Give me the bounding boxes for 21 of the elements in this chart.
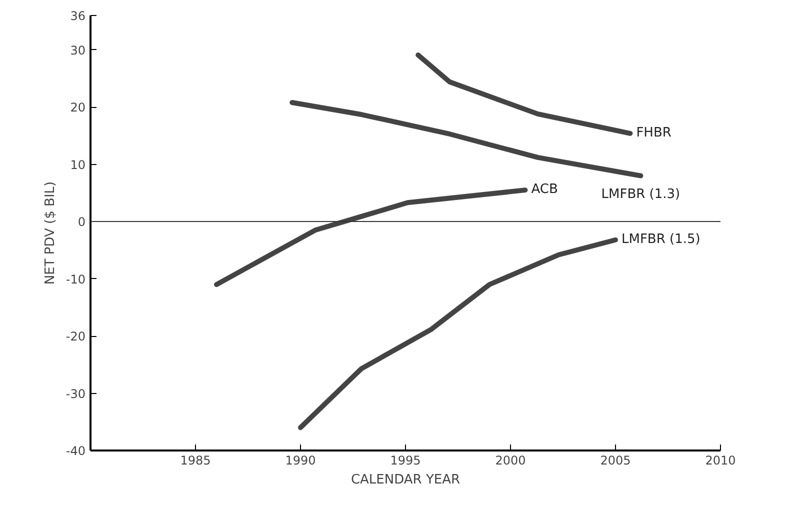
series-label: LMFBR (1.3) xyxy=(601,186,680,202)
series-label: ACB xyxy=(531,182,558,198)
y-tick-label: -40 xyxy=(66,444,86,458)
series-label: FHBR xyxy=(636,125,672,140)
y-tick-label: 10 xyxy=(70,158,86,172)
series-label: LMFBR (1.5) xyxy=(622,232,700,247)
y-tick-label: 20 xyxy=(70,100,86,115)
y-axis-title: NET PDV ($ BIL) xyxy=(42,181,58,285)
x-tick-label: 1995 xyxy=(390,454,421,468)
x-tick-label: 2000 xyxy=(495,454,526,468)
y-tick-label: -30 xyxy=(66,386,86,401)
x-tick-label: 2005 xyxy=(600,454,631,468)
y-tick-label: 0 xyxy=(78,215,86,230)
x-tick-label: 2010 xyxy=(705,454,736,468)
x-tick-label: 1990 xyxy=(285,454,316,468)
y-tick-label: -20 xyxy=(66,330,86,344)
y-tick-label: 36 xyxy=(70,9,86,23)
y-tick-label: 30 xyxy=(70,43,86,58)
y-tick-label: -10 xyxy=(66,272,86,286)
x-tick-label: 1985 xyxy=(180,454,211,468)
x-axis-title: CALENDAR YEAR xyxy=(350,472,460,488)
